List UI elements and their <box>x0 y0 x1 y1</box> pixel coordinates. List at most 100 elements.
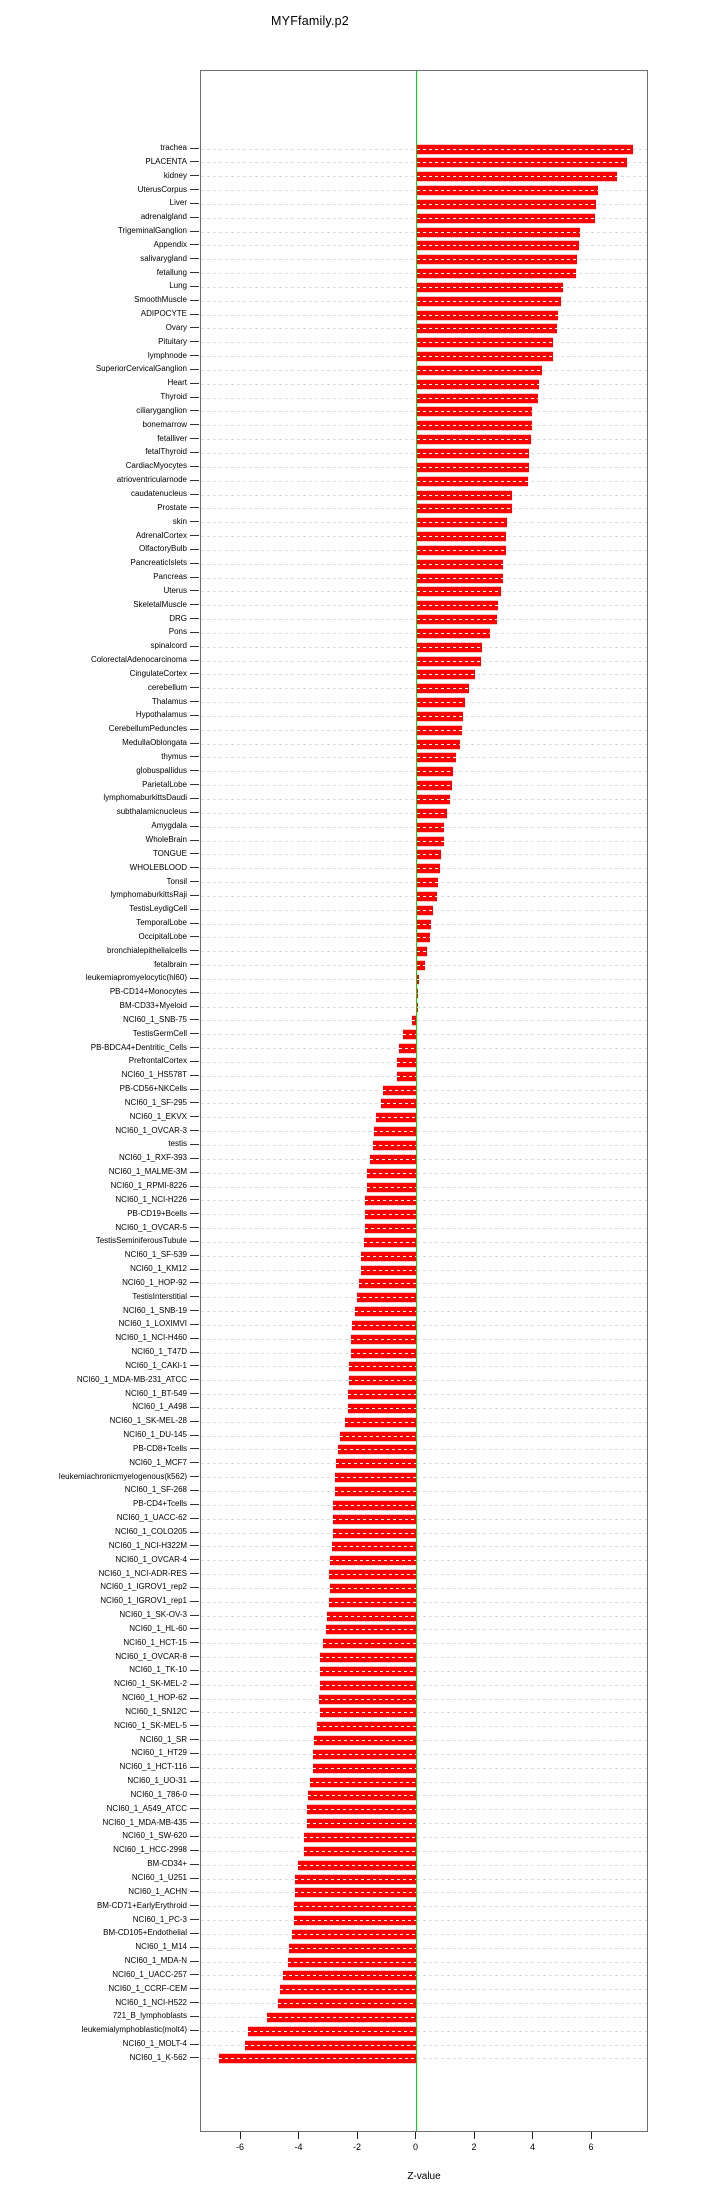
bar-grid-dash <box>318 1698 417 1700</box>
y-tick <box>190 299 199 301</box>
bar <box>360 1251 417 1261</box>
y-tick <box>190 175 199 177</box>
bar <box>267 2012 417 2022</box>
category-label: NCI60_1_NCI-H226 <box>115 1194 187 1204</box>
y-tick <box>190 313 199 315</box>
category-label: NCI60_1_MDA-MB-435 <box>102 1817 187 1827</box>
grid-line <box>201 1061 647 1063</box>
bar <box>245 2040 417 2050</box>
y-tick <box>190 1476 199 1478</box>
grid-line <box>201 1947 647 1949</box>
category-label: NCI60_1_IGROV1_rep1 <box>100 1596 187 1606</box>
bar-grid-dash <box>298 1864 417 1866</box>
bar-grid-dash <box>312 1753 417 1755</box>
y-tick <box>190 368 199 370</box>
bar <box>306 1805 417 1815</box>
bar-grid-dash <box>416 314 559 316</box>
bar-grid-dash <box>333 1518 417 1520</box>
bar <box>369 1154 417 1164</box>
category-label: TestisGermCell <box>132 1028 187 1038</box>
bar <box>293 1902 417 1912</box>
bar <box>416 781 452 791</box>
bar-grid-dash <box>319 1712 417 1714</box>
y-tick <box>190 1420 199 1422</box>
category-label: CerebellumPeduncles <box>108 724 187 734</box>
grid-line <box>201 1048 647 1050</box>
y-tick <box>190 1227 199 1229</box>
y-tick <box>190 1822 199 1824</box>
category-label: Tonsil <box>166 876 187 886</box>
bar-grid-dash <box>416 646 483 648</box>
bar <box>303 1846 417 1856</box>
category-label: OccipitalLobe <box>138 931 187 941</box>
bar-grid-dash <box>375 1117 417 1119</box>
y-tick <box>190 1835 199 1837</box>
category-label: Ovary <box>165 322 187 332</box>
category-label: PB-CD8+Tcells <box>132 1443 187 1453</box>
grid-line <box>201 1574 647 1576</box>
category-label: Appendix <box>153 239 187 249</box>
bar <box>416 628 490 638</box>
bar-grid-dash <box>416 605 499 607</box>
y-tick <box>190 1559 199 1561</box>
x-tick-label: 6 <box>588 2142 594 2152</box>
category-label: NCI60_1_OVCAR-5 <box>115 1222 187 1232</box>
bar-grid-dash <box>330 1560 417 1562</box>
bar <box>327 1611 417 1621</box>
bar <box>416 435 531 445</box>
bar-grid-dash <box>347 1407 417 1409</box>
bar <box>350 1334 417 1344</box>
bar-grid-dash <box>295 1878 417 1880</box>
y-tick <box>190 147 199 149</box>
bar-grid-dash <box>333 1532 417 1534</box>
x-tick <box>532 2132 533 2139</box>
category-label: Lung <box>169 281 187 291</box>
grid-line <box>201 1366 647 1368</box>
category-label: NCI60_1_OVCAR-3 <box>115 1125 187 1135</box>
bar <box>314 1736 417 1746</box>
bar <box>416 324 557 334</box>
category-label: TestisSeminiferousTubule <box>95 1236 187 1246</box>
bar-grid-dash <box>330 1587 417 1589</box>
bar <box>416 656 481 666</box>
bar <box>328 1597 417 1607</box>
bar-grid-dash <box>334 1490 417 1492</box>
bar <box>317 1722 417 1732</box>
x-tick <box>298 2132 299 2139</box>
category-label: NCI60_1_MDA-MB-231_ATCC <box>76 1374 187 1384</box>
y-tick <box>190 258 199 260</box>
bar-grid-dash <box>280 1989 417 1991</box>
bar <box>292 1929 417 1939</box>
category-label: TONGUE <box>152 848 187 858</box>
bar-grid-dash <box>416 826 445 828</box>
bar-grid-dash <box>303 1836 417 1838</box>
bar-grid-dash <box>363 1241 417 1243</box>
bar <box>333 1528 417 1538</box>
category-label: BM-CD105+Endothelial <box>103 1928 187 1938</box>
bar-grid-dash <box>334 1477 417 1479</box>
bar <box>416 642 483 652</box>
bar-grid-dash <box>382 1089 417 1091</box>
grid-line <box>201 1421 647 1423</box>
y-tick <box>190 244 199 246</box>
bar-grid-dash <box>293 1906 417 1908</box>
category-label: NCI60_1_UACC-257 <box>112 1969 187 1979</box>
bar-grid-dash <box>416 688 470 690</box>
bar-grid-dash <box>416 494 512 496</box>
y-tick <box>190 894 199 896</box>
bar-grid-dash <box>416 909 433 911</box>
y-tick <box>190 216 199 218</box>
grid-line <box>201 1518 647 1520</box>
bar-grid-dash <box>416 162 628 164</box>
bar <box>416 172 617 182</box>
x-axis-title: Z-value <box>407 2171 441 2182</box>
bar-grid-dash <box>365 1228 417 1230</box>
bar <box>365 1224 417 1234</box>
bar-grid-dash <box>369 1158 417 1160</box>
y-tick <box>190 784 199 786</box>
category-label: NCI60_1_SF-268 <box>124 1485 187 1495</box>
plot-area <box>200 70 648 2132</box>
y-tick <box>190 1310 199 1312</box>
grid-line <box>201 1338 647 1340</box>
bar <box>416 407 533 417</box>
